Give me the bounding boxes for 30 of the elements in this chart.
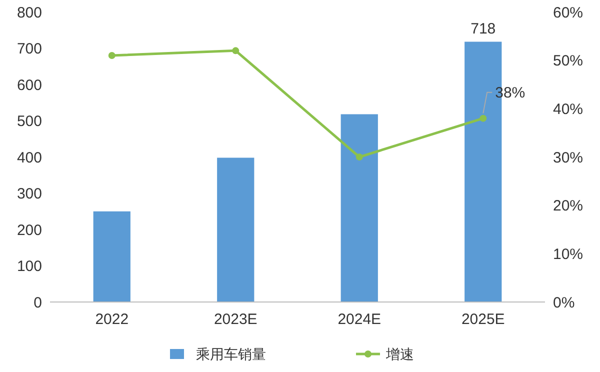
- bar: [340, 114, 378, 302]
- x-tick-label: 2025E: [461, 311, 505, 328]
- point: [356, 154, 363, 160]
- y-tick-label: 0: [34, 294, 42, 312]
- y2-tick-label: 50%: [553, 52, 584, 70]
- y-tick-label: 100: [16, 258, 42, 275]
- y-tick-label: 300: [16, 186, 42, 202]
- y2-tick-label: 30%: [553, 149, 584, 166]
- y-tick-label: 500: [16, 113, 42, 130]
- data-label: 718: [470, 20, 496, 38]
- y2-tick-label: 40%: [553, 100, 584, 118]
- y-tick-label: 600: [16, 76, 42, 94]
- y2-tick-label: 10%: [553, 246, 584, 263]
- bar: [217, 158, 254, 302]
- x-tick-label: 2024E: [338, 311, 382, 328]
- point: [108, 52, 116, 59]
- y-tick-label: 700: [16, 40, 42, 58]
- y-tick-label: 400: [16, 149, 42, 166]
- legend-label: 乘用车销量: [196, 346, 266, 362]
- y-tick-label: 800: [16, 4, 42, 22]
- bar: [93, 211, 130, 302]
- x-tick-label: 2022: [95, 311, 129, 328]
- x-tick-label: 2023E: [214, 311, 258, 328]
- y2-tick-label: 20%: [553, 198, 584, 215]
- point: [480, 114, 487, 122]
- point: [232, 47, 240, 54]
- y2-tick-label: 60%: [553, 4, 584, 22]
- y-tick-label: 200: [16, 222, 42, 239]
- legend-label: 增速: [385, 346, 414, 362]
- y2-tick-label: 0%: [553, 294, 575, 312]
